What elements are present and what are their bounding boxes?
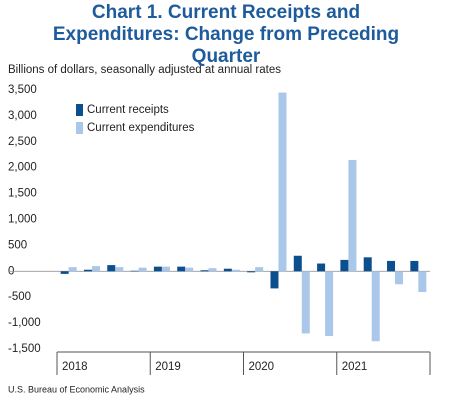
legend-swatch: [76, 104, 83, 116]
bar: [161, 266, 170, 272]
bar: [153, 266, 162, 272]
bar: [185, 267, 194, 272]
bar: [301, 271, 310, 334]
bar: [278, 92, 287, 272]
bar: [418, 271, 427, 293]
bar: [371, 271, 380, 342]
chart-title-box: Chart 1. Current Receipts and Expenditur…: [0, 2, 452, 68]
y-tick-label: 2,500: [8, 136, 37, 148]
legend-label: Current receipts: [87, 104, 169, 116]
bar: [387, 260, 396, 272]
y-tick-label: 3,500: [8, 84, 37, 96]
x-group-label: 2020: [249, 361, 275, 373]
legend-label: Current expenditures: [87, 122, 195, 134]
bar: [293, 255, 302, 272]
bar: [340, 259, 349, 272]
bar: [270, 271, 279, 289]
bar: [317, 263, 326, 272]
bar: [208, 268, 217, 272]
bar: [60, 271, 69, 274]
chart-subtitle: Billions of dollars, seasonally adjusted…: [8, 64, 281, 76]
bar: [177, 266, 186, 272]
bar: [395, 271, 404, 285]
bar: [83, 269, 92, 272]
bar: [68, 267, 77, 272]
y-tick-label: 1,000: [8, 214, 37, 226]
bar: [255, 267, 264, 272]
y-tick-label: -1,000: [8, 317, 41, 329]
bar: [138, 267, 147, 272]
bar: [115, 267, 124, 272]
bar: [130, 270, 139, 272]
chart-source: U.S. Bureau of Economic Analysis: [8, 384, 145, 394]
bar: [107, 265, 116, 272]
bar: [348, 159, 357, 272]
bar: [231, 269, 240, 272]
y-tick-label: -500: [8, 291, 31, 303]
x-group-label: 2019: [155, 361, 181, 373]
bar: [200, 270, 209, 272]
bar: [91, 266, 100, 272]
x-group-label: 2021: [342, 361, 368, 373]
y-tick-label: -1,500: [8, 343, 41, 355]
bar: [223, 268, 232, 272]
legend-swatch: [76, 122, 83, 134]
bar: [410, 260, 419, 272]
bar: [247, 271, 256, 273]
bar: [325, 271, 334, 337]
y-tick-label: 2,000: [8, 162, 37, 174]
y-tick-label: 3,000: [8, 110, 37, 122]
chart-title: Chart 1. Current Receipts and Expenditur…: [52, 2, 400, 67]
y-tick-label: 500: [8, 239, 27, 251]
y-tick-label: 1,500: [8, 188, 37, 200]
bar: [363, 257, 372, 272]
x-group-label: 2018: [62, 361, 88, 373]
